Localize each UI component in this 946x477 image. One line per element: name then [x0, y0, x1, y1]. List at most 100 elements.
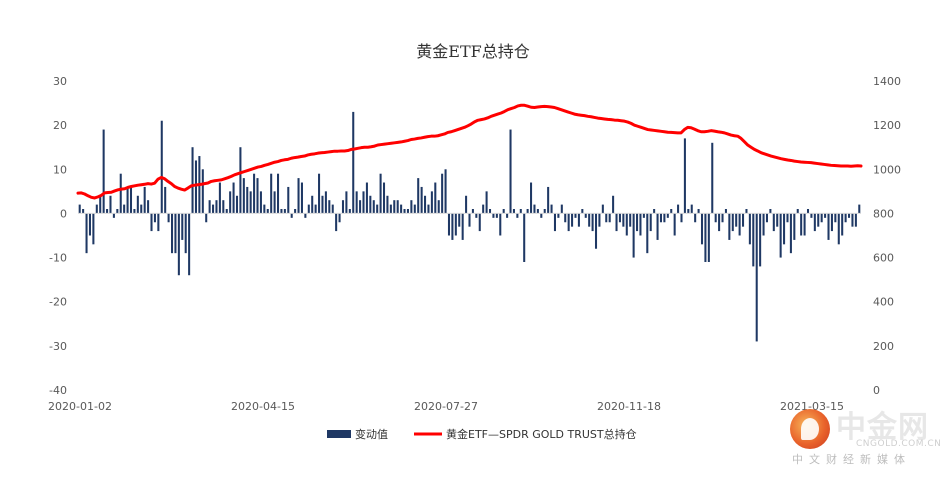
bar — [482, 204, 485, 214]
bar — [280, 209, 283, 214]
left-tick-label: -30 — [49, 340, 67, 353]
right-tick-label: 0 — [873, 384, 880, 397]
bar — [509, 129, 512, 214]
bar — [858, 204, 861, 214]
bar — [700, 213, 704, 245]
left-axis: 30 20 10 0 -10 -20 -30 -40 — [49, 75, 67, 397]
bar — [475, 213, 478, 218]
bar — [109, 195, 112, 214]
bar — [622, 213, 625, 227]
bar — [348, 209, 351, 214]
bar — [417, 178, 420, 214]
bar — [735, 213, 738, 227]
bar — [844, 213, 847, 223]
bar — [321, 195, 324, 214]
bar — [584, 213, 587, 218]
bar — [314, 204, 317, 214]
bar — [208, 200, 211, 214]
bar — [441, 173, 444, 214]
bar — [263, 204, 266, 214]
bar — [447, 213, 451, 236]
bar — [266, 209, 269, 214]
bar — [557, 213, 560, 218]
bar — [283, 209, 286, 214]
logo-domain: CNGOLD.COM.CN — [856, 439, 942, 449]
right-tick-label: 200 — [873, 340, 894, 353]
bar — [813, 213, 816, 232]
left-tick-label: -10 — [49, 252, 67, 265]
bar — [759, 213, 762, 267]
bar — [608, 213, 611, 223]
bar — [270, 173, 273, 214]
x-tick-label: 2020-04-15 — [231, 400, 295, 413]
bar — [697, 209, 700, 214]
watermark-logo: 中金网 CNGOLD.COM.CN 中文财经新媒体 — [790, 402, 942, 472]
bar — [400, 204, 403, 214]
legend-bar-swatch — [327, 430, 351, 438]
bar — [307, 204, 310, 214]
bar — [724, 209, 727, 214]
right-tick-label: 1400 — [873, 75, 901, 88]
bar — [129, 186, 133, 214]
bar — [229, 191, 232, 214]
right-tick-label: 600 — [873, 252, 894, 265]
legend-bar-label: 变动值 — [355, 427, 388, 441]
bar — [78, 204, 81, 214]
bar — [714, 213, 717, 223]
logo-subtitle: 中文财经新媒体 — [792, 453, 911, 466]
right-tick-label: 1000 — [873, 163, 901, 176]
line-series-holdings — [76, 103, 863, 200]
bar — [136, 195, 139, 214]
bar — [225, 209, 228, 214]
bar — [434, 182, 437, 214]
bar — [649, 213, 652, 232]
bar — [854, 213, 857, 227]
bar — [680, 213, 683, 223]
bar — [755, 213, 758, 342]
bar — [536, 209, 539, 214]
bar — [663, 213, 666, 223]
bar — [560, 204, 563, 214]
bar — [379, 173, 382, 214]
bar — [297, 178, 300, 214]
bar — [112, 213, 115, 218]
bar — [102, 129, 105, 214]
bar — [201, 169, 204, 214]
bar — [625, 213, 628, 236]
bar — [683, 138, 686, 214]
bar — [365, 182, 368, 214]
bar — [194, 160, 197, 214]
bar — [386, 195, 389, 214]
bar — [752, 213, 755, 267]
bar — [687, 209, 690, 214]
x-tick-label: 2020-07-27 — [414, 400, 478, 413]
bar — [810, 213, 813, 218]
bar — [824, 213, 827, 218]
bar — [553, 213, 556, 232]
bar — [461, 213, 464, 240]
bar — [776, 213, 779, 227]
bar — [424, 195, 427, 214]
bar — [294, 209, 297, 214]
bar — [492, 213, 495, 218]
bar — [738, 213, 741, 236]
bar — [800, 213, 803, 236]
bar — [140, 204, 143, 214]
bar — [246, 186, 249, 214]
bar — [543, 209, 546, 214]
bar — [806, 209, 810, 214]
bar — [372, 200, 375, 214]
bar — [396, 200, 399, 214]
bar — [338, 213, 341, 223]
bar — [147, 200, 150, 214]
bar — [119, 173, 122, 214]
bar — [99, 195, 102, 214]
right-tick-label: 800 — [873, 207, 894, 220]
bar — [92, 213, 95, 245]
bar — [420, 186, 423, 214]
bar — [577, 213, 580, 227]
bar — [406, 209, 409, 214]
bar — [430, 191, 433, 214]
right-axis: 1400 1200 1000 800 600 400 200 0 — [873, 75, 901, 397]
bar — [287, 186, 290, 214]
